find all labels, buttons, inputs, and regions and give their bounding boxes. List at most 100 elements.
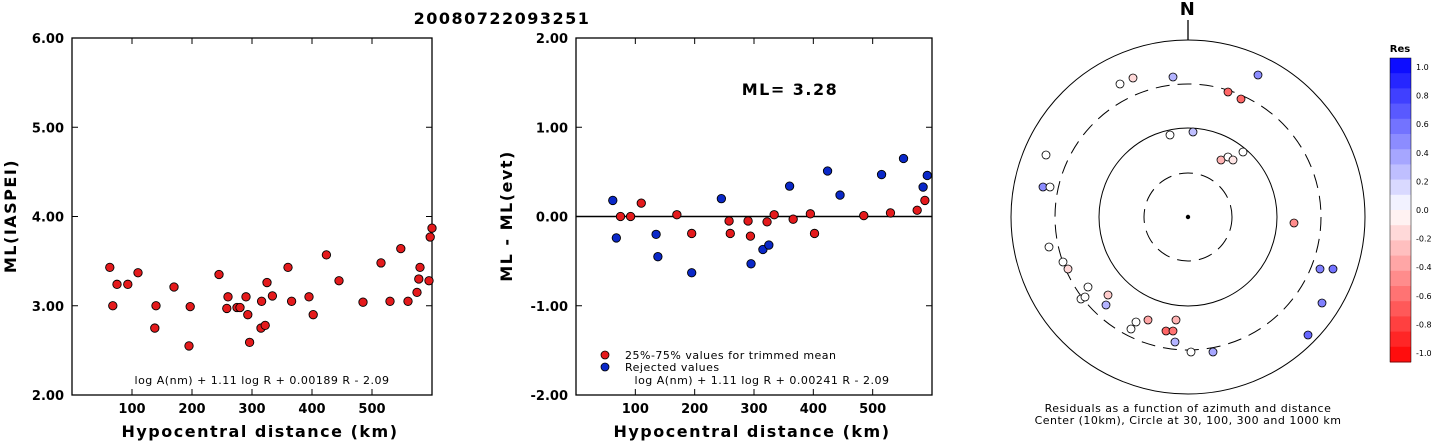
colorbar-label: -0.2 (1416, 235, 1432, 244)
data-point (241, 292, 251, 302)
colorbar-frame (1389, 57, 1412, 363)
data-point (235, 302, 245, 313)
figure-title: 20080722093251 (414, 9, 591, 28)
trimmed-point (809, 228, 820, 239)
polar-caption-line2: Center (10km), Circle at 30, 100, 300 an… (1035, 414, 1342, 427)
plot1-formula: log A(nm) + 1.11 log R + 0.00189 R - 2.0… (135, 374, 390, 387)
data-point (169, 282, 179, 292)
station-residual (1168, 326, 1178, 336)
x-tick-label: 500 (358, 402, 385, 417)
station-residual (1128, 73, 1138, 83)
data-point (358, 297, 368, 307)
x-tick-label: 500 (859, 402, 886, 417)
station-residual (1063, 264, 1073, 274)
station-residual (1115, 79, 1125, 89)
colorbar-label: 1.0 (1416, 63, 1429, 72)
station-residual (1223, 87, 1233, 97)
plot2-y-ticks: -2.00 -1.00 0.00 1.00 2.00 (531, 32, 932, 404)
station-residual (1208, 347, 1218, 357)
colorbar-cell (1390, 225, 1411, 241)
station-residual (1171, 315, 1181, 325)
plot2-points (608, 153, 932, 278)
y-tick-label: 0.00 (536, 211, 568, 226)
colorbar-cell (1390, 118, 1411, 135)
trimmed-point (725, 228, 735, 239)
trimmed-point (636, 198, 646, 208)
station-residual (1044, 242, 1054, 252)
station-residual (1083, 282, 1093, 292)
y-tick-label: 2.00 (32, 389, 64, 404)
plot1-points (105, 223, 437, 351)
data-point (267, 291, 278, 301)
colorbar-label: -0.4 (1416, 263, 1432, 272)
trimmed-point (805, 209, 816, 219)
y-tick-label: 2.00 (536, 32, 568, 47)
data-point (133, 268, 143, 278)
colorbar-label: 0.2 (1416, 177, 1429, 186)
rejected-point (651, 229, 661, 240)
trimmed-point (615, 211, 626, 222)
legend-marker-rejected (600, 362, 610, 372)
station-residual (1317, 298, 1327, 308)
trimmed-point (724, 216, 734, 226)
colorbar-label: -0.8 (1416, 320, 1432, 329)
rejected-point (922, 170, 932, 181)
data-point (396, 243, 406, 254)
data-point (244, 337, 255, 347)
legend-label-rejected: Rejected values (625, 361, 720, 374)
colorbar-label: -0.6 (1416, 292, 1432, 301)
trimmed-point (672, 210, 682, 220)
station-residual (1101, 300, 1111, 310)
colorbar-cell (1390, 164, 1411, 181)
rejected-point (653, 252, 663, 262)
station-residual (1045, 182, 1055, 192)
station-residual (1328, 264, 1338, 274)
rejected-point (784, 181, 795, 191)
station-residual (1236, 94, 1246, 104)
legend-label-trimmed: 25%-75% values for trimmed mean (625, 349, 837, 362)
residual-colorbar: Res 1.0 0.8 0.6 0.4 0.2 0.0 -0.2 -0.4 -0.6 -0.8 -1… (1389, 44, 1432, 363)
trimmed-point (912, 205, 922, 215)
rejected-point (835, 190, 845, 200)
rejected-point (716, 193, 727, 204)
colorbar-cell (1390, 194, 1411, 211)
data-point (185, 301, 195, 312)
station-residual (1315, 264, 1325, 274)
data-point (150, 323, 160, 333)
data-point (321, 250, 332, 260)
data-point (427, 223, 437, 233)
ml-distance-plot: 100 200 300 400 500 2.00 3.00 4.00 5.00 6.00 log… (1, 32, 437, 441)
colorbar-label: 0.6 (1416, 120, 1429, 129)
colorbar-cell (1390, 301, 1411, 317)
rejected-point (608, 195, 618, 206)
rejected-point (918, 182, 928, 192)
plot2-formula: log A(nm) + 1.11 log R + 0.00241 R - 2.0… (635, 374, 890, 387)
colorbar-cell (1390, 149, 1411, 165)
colorbar-label: 0.8 (1416, 92, 1429, 101)
colorbar-cell (1390, 58, 1411, 74)
station-residual (1126, 324, 1136, 334)
polar-caption-line1: Residuals as a function of azimuth and d… (1045, 402, 1332, 415)
colorbar-cell (1390, 286, 1411, 302)
colorbar-cell (1390, 240, 1411, 257)
data-point (105, 262, 115, 273)
x-tick-label: 100 (118, 402, 145, 417)
x-tick-label: 400 (298, 402, 325, 417)
trimmed-point (885, 208, 896, 218)
station-residual (1168, 72, 1178, 82)
colorbar-label: 0.4 (1416, 149, 1429, 158)
x-tick-label: 400 (800, 402, 827, 417)
x-tick-label: 300 (238, 402, 265, 417)
plot1-y-label: ML(IASPEI) (1, 159, 20, 273)
station-residual (1165, 130, 1175, 140)
rejected-point (764, 240, 774, 250)
data-point (334, 276, 344, 286)
data-point (385, 296, 395, 306)
station-residual (1143, 315, 1153, 325)
center-dot (1185, 214, 1191, 220)
colorbar-cell (1390, 331, 1411, 348)
station-residual (1228, 155, 1238, 165)
colorbar-cell (1390, 88, 1411, 105)
y-tick-label: 6.00 (32, 32, 64, 47)
trimmed-point (920, 195, 930, 206)
